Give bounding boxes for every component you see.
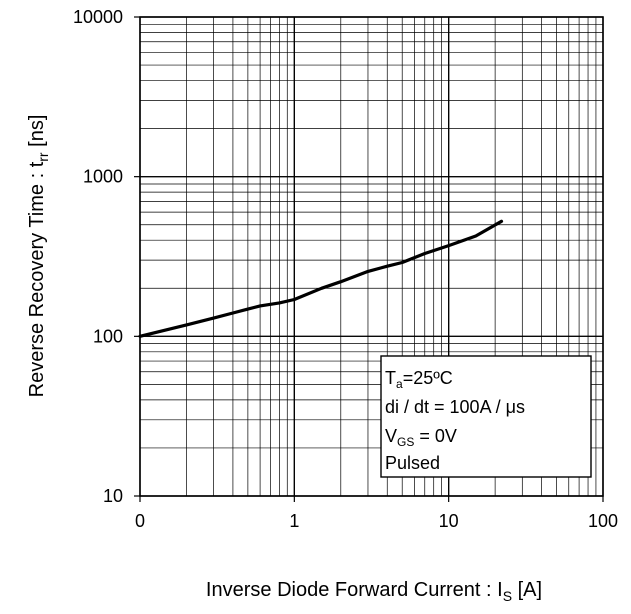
series-line (138, 219, 504, 338)
y-tick-label: 1000 (83, 167, 123, 187)
legend-line-vgs: VGS = 0V (385, 426, 457, 449)
legend-ta-main: T (385, 368, 396, 388)
legend-box: Ta=25ºC di / dt = 100A / μs VGS = 0V Pul… (380, 355, 592, 478)
legend-vgs-sub: GS (397, 435, 414, 449)
x-axis-label-main: Inverse Diode Forward Current : I (206, 579, 503, 601)
legend-ta-rest: =25ºC (403, 368, 453, 388)
legend-ta-sub: a (396, 377, 403, 391)
y-axis-label-main: Reverse Recovery Time : t (26, 161, 48, 397)
y-axis-label: Reverse Recovery Time : trr [ns] (26, 115, 51, 398)
y-tick-label: 10000 (73, 7, 123, 27)
y-tick-label: 100 (93, 326, 123, 346)
legend-line-didt: di / dt = 100A / μs (385, 397, 525, 417)
tick-label-layer: 0 1 10 100 10 100 1000 10000 (73, 7, 618, 531)
x-tick-label: 10 (439, 511, 459, 531)
legend-vgs-rest: = 0V (414, 426, 457, 446)
legend-line-ta: Ta=25ºC (385, 368, 453, 391)
x-tick-label: 100 (588, 511, 618, 531)
x-axis-label: Inverse Diode Forward Current : IS [A] (206, 579, 542, 604)
x-axis-label-sub: S (503, 588, 512, 604)
x-axis-label-unit: [A] (512, 579, 542, 601)
plot-frame (139, 16, 604, 497)
y-axis-label-sub: rr (35, 152, 51, 162)
legend-vgs-main: V (385, 426, 397, 446)
legend-line-pulsed: Pulsed (385, 453, 440, 473)
x-tick-label: 1 (289, 511, 299, 531)
legend-box-frame (380, 355, 592, 478)
y-tick-label: 10 (103, 486, 123, 506)
x-tick-label: 0 (135, 511, 145, 531)
y-axis-label-unit: [ns] (26, 115, 48, 153)
